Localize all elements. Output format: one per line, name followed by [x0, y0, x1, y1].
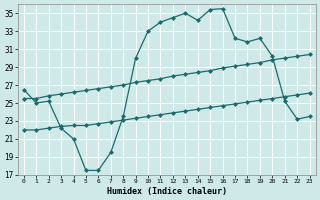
X-axis label: Humidex (Indice chaleur): Humidex (Indice chaleur) — [107, 187, 227, 196]
